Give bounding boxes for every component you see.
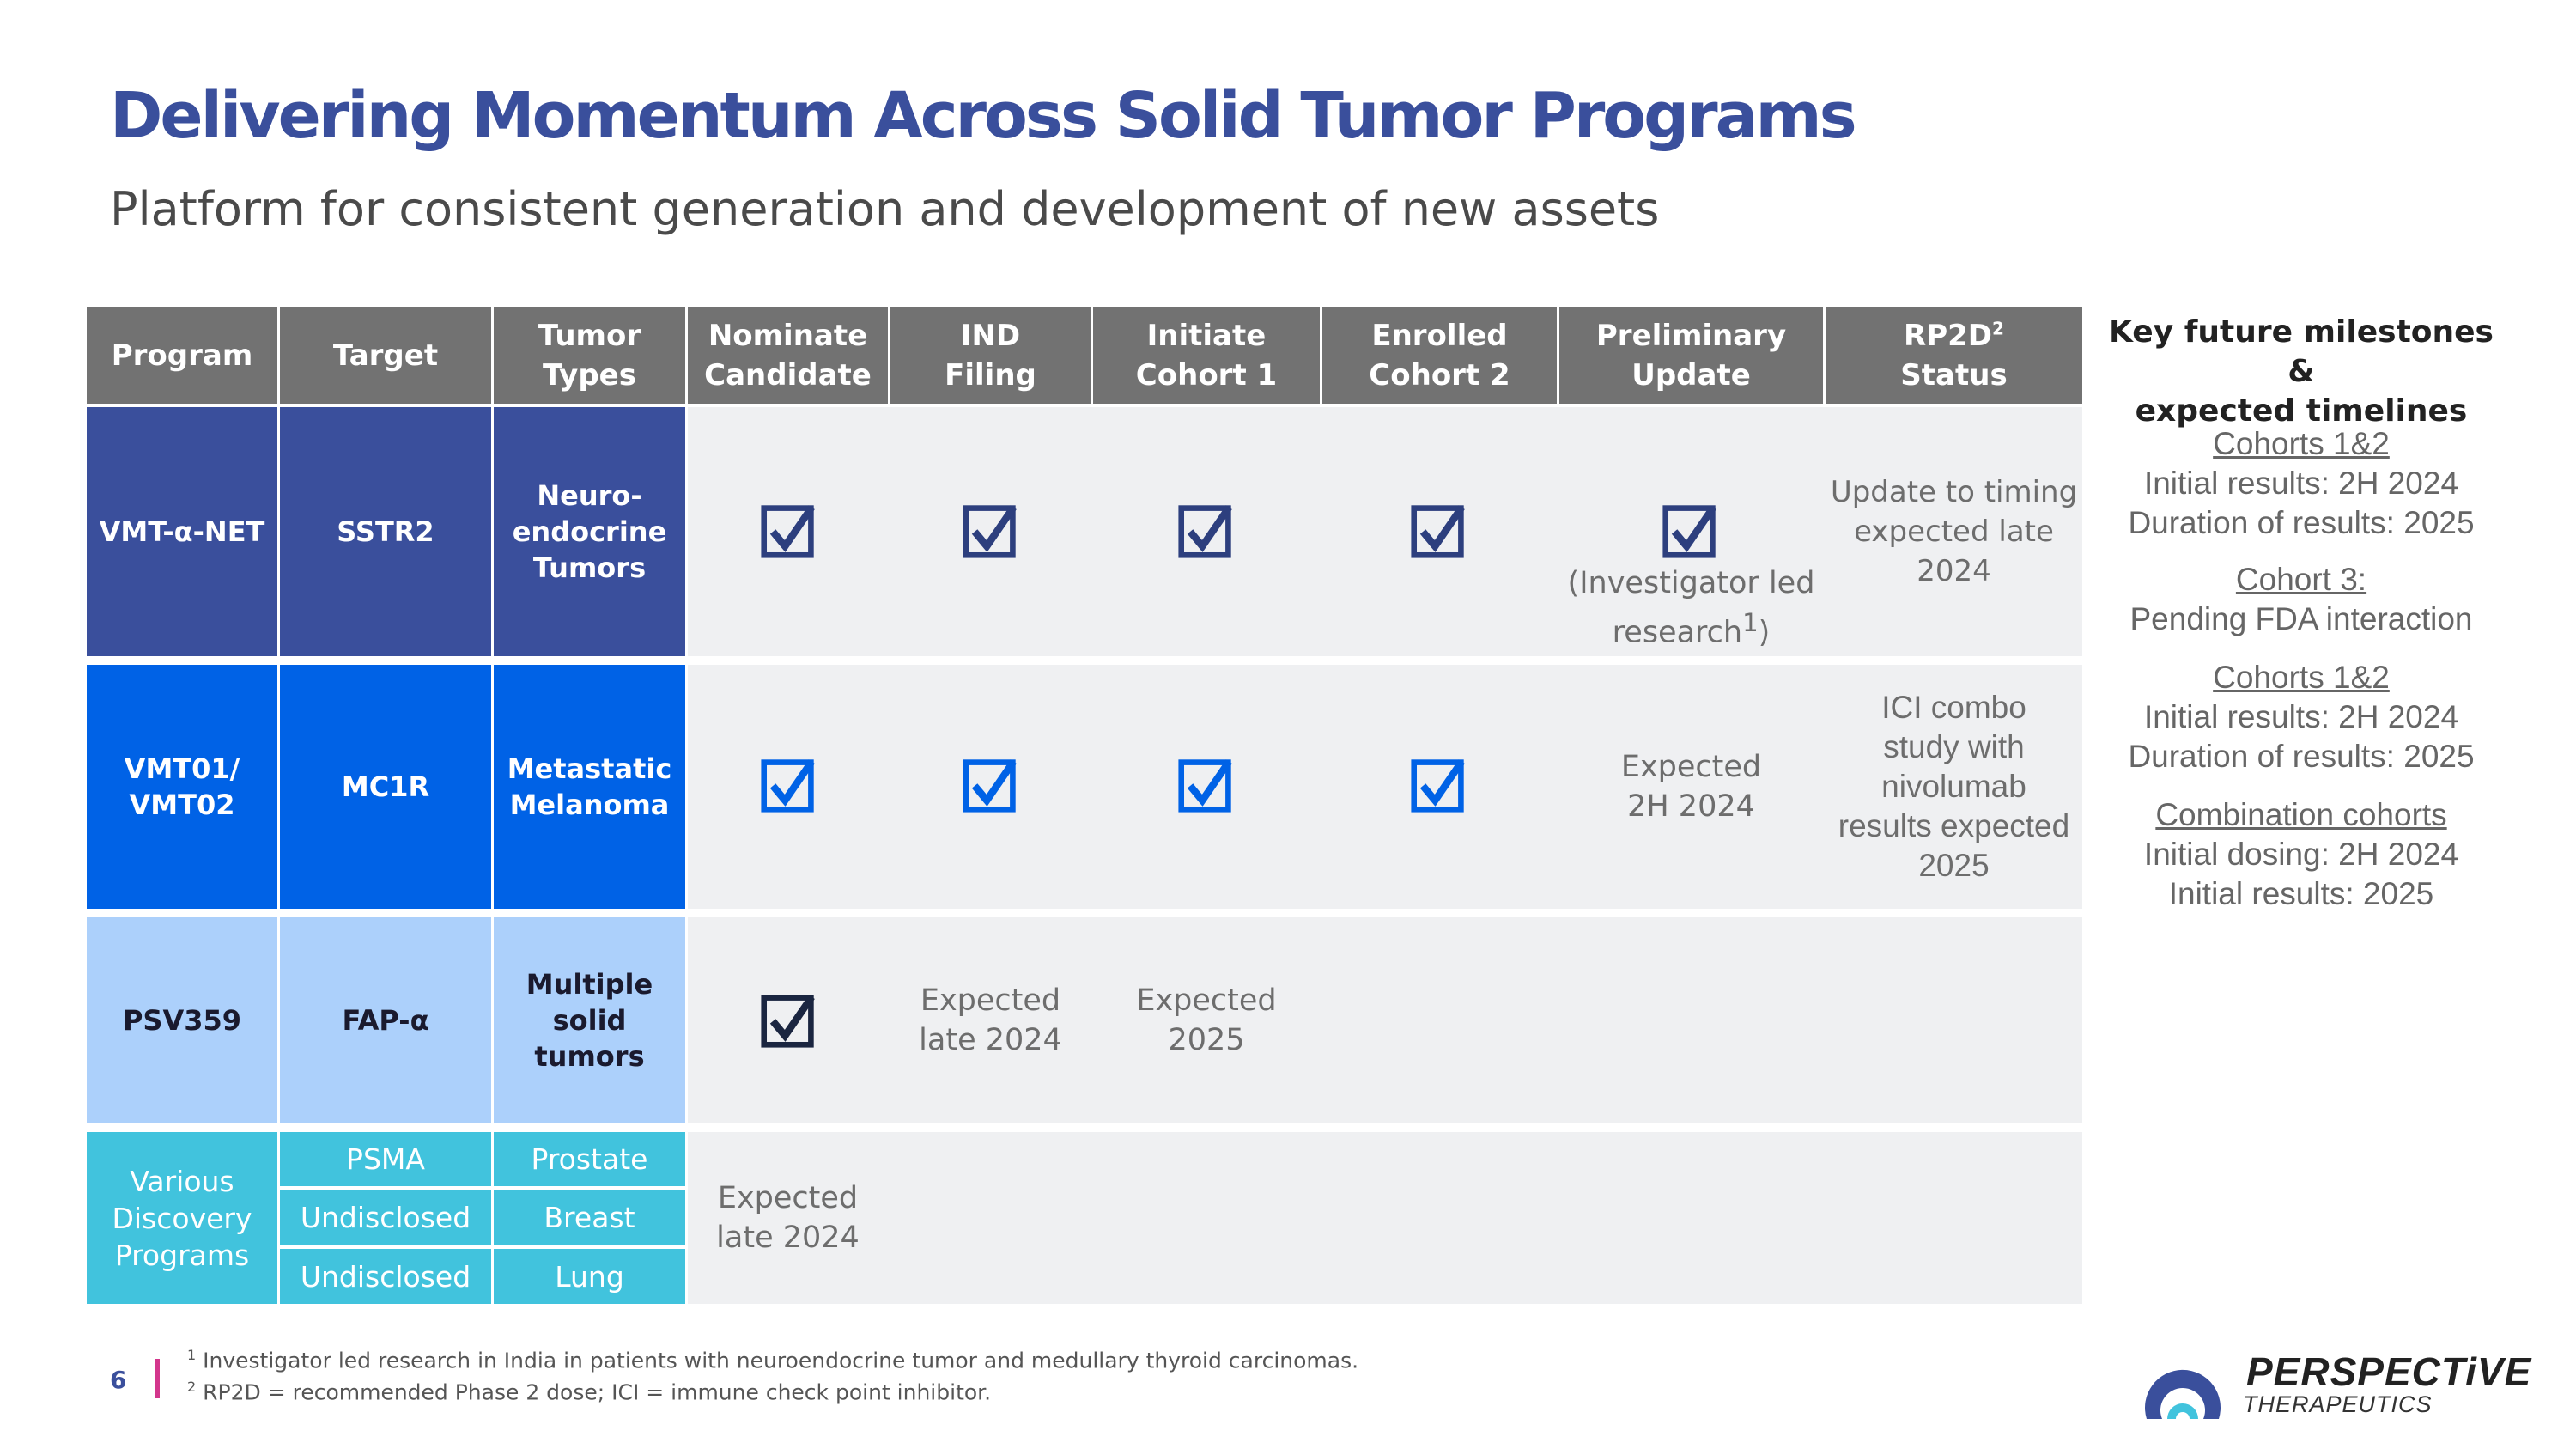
footnotes: 1 Investigator led research in India in … xyxy=(187,1342,1358,1406)
header-target: Target xyxy=(280,307,491,404)
footnote-1-mark: 1 xyxy=(187,1347,197,1363)
row-band-discovery xyxy=(688,1132,2082,1304)
discovery-target-psma: PSMA xyxy=(280,1132,491,1186)
status-vmt01: ICI combo study with nivolumab results e… xyxy=(1838,690,2070,883)
checkbox-checked-icon xyxy=(761,995,815,1048)
ind-psv359: Expected late 2024 xyxy=(919,983,1062,1057)
page-title: Delivering Momentum Across Solid Tumor P… xyxy=(110,79,1857,153)
logo-wordmark: PERSPECTiVE xyxy=(2246,1349,2532,1394)
header-initiate-cohort-1: Initiate Cohort 1 xyxy=(1093,307,1320,404)
tumor-multiple-solid: Multiple solid tumors xyxy=(494,917,685,1123)
milestone-heading: Cohort 3: xyxy=(2235,562,2367,597)
program-vmt-alpha-net: VMT-α-NET xyxy=(87,407,277,656)
milestone-heading: Combination cohorts xyxy=(2155,797,2447,832)
milestone-line: Initial results: 2H 2024 xyxy=(2143,466,2459,501)
tumor-metastatic-melanoma: Metastatic Melanoma xyxy=(494,665,685,909)
row-band-psv359 xyxy=(688,917,2082,1123)
target-fap-alpha: FAP-α xyxy=(280,917,491,1123)
header-nominate-candidate: Nominate Candidate xyxy=(688,307,888,404)
tumor-neuroendocrine: Neuro- endocrine Tumors xyxy=(494,407,685,656)
footnote-2: 2 RP2D = recommended Phase 2 dose; ICI =… xyxy=(187,1373,1358,1405)
header-preliminary-update: Preliminary Update xyxy=(1559,307,1823,404)
footnote-2-mark: 2 xyxy=(187,1379,197,1396)
checkbox-checked-icon xyxy=(761,505,815,558)
milestone-line: Pending FDA interaction xyxy=(2129,601,2473,636)
page-subtitle: Platform for consistent generation and d… xyxy=(110,182,1660,236)
milestone-line: Initial results: 2025 xyxy=(2168,876,2434,911)
target-mc1r: MC1R xyxy=(280,665,491,909)
header-program: Program xyxy=(87,307,277,404)
milestone-line: Initial results: 2H 2024 xyxy=(2143,699,2459,734)
milestone-heading: Cohorts 1&2 xyxy=(2213,426,2390,461)
header-ind-filing: IND Filing xyxy=(890,307,1091,404)
discovery-tumor-breast: Breast xyxy=(494,1190,685,1245)
checkbox-checked-icon xyxy=(1178,505,1232,558)
program-various-discovery: Various Discovery Programs xyxy=(87,1132,277,1304)
nominate-discovery: Expected late 2024 xyxy=(716,1181,860,1255)
checkbox-checked-icon xyxy=(963,759,1017,813)
footnote-1-text: Investigator led research in India in pa… xyxy=(203,1348,1359,1373)
checkbox-checked-icon xyxy=(1411,505,1465,558)
milestones-title: Key future milestones & expected timelin… xyxy=(2109,314,2494,429)
milestone-heading: Cohorts 1&2 xyxy=(2213,660,2390,695)
status-vmt-net: Update to timing expected late 2024 xyxy=(1830,475,2078,588)
page-divider xyxy=(155,1359,160,1398)
checkbox-checked-icon xyxy=(963,505,1017,558)
milestone-line: Duration of results: 2025 xyxy=(2128,739,2475,774)
discovery-tumor-prostate: Prostate xyxy=(494,1132,685,1186)
milestone-line: Initial dosing: 2H 2024 xyxy=(2143,837,2459,872)
discovery-target-undisclosed-lung: Undisclosed xyxy=(280,1249,491,1304)
preliminary-note-footnote-mark: 1 xyxy=(1742,608,1759,637)
logo-icon xyxy=(2145,1369,2221,1419)
preliminary-note-text: (Investigator led research xyxy=(1567,566,1815,650)
discovery-tumor-lung: Lung xyxy=(494,1249,685,1304)
checkbox-checked-icon xyxy=(1662,505,1716,558)
preliminary-vmt01: Expected 2H 2024 xyxy=(1620,750,1762,824)
row-band-vmt-net xyxy=(688,407,2082,656)
header-tumor-types: Tumor Types xyxy=(494,307,685,404)
header-rp2d-label: RP2D xyxy=(1904,319,1993,353)
initiate-psv359: Expected 2025 xyxy=(1136,983,1277,1057)
header-rp2d-footnote-mark: 2 xyxy=(1992,318,2004,339)
header-enrolled-cohort-2: Enrolled Cohort 2 xyxy=(1322,307,1557,404)
header-status-label: Status xyxy=(1900,358,2008,393)
program-vmt01-vmt02: VMT01/ VMT02 xyxy=(87,665,277,909)
header-rp2d-status: RP2D2 Status xyxy=(1826,307,2082,404)
footnote-1: 1 Investigator led research in India in … xyxy=(187,1342,1358,1373)
checkbox-checked-icon xyxy=(761,759,815,813)
milestone-line: Duration of results: 2025 xyxy=(2128,505,2475,540)
logo-tagline: THERAPEUTICS xyxy=(2243,1391,2433,1417)
checkbox-checked-icon xyxy=(1411,759,1465,813)
preliminary-note: (Investigator led research1) xyxy=(1559,563,1823,653)
program-psv359: PSV359 xyxy=(87,917,277,1123)
target-sstr2: SSTR2 xyxy=(280,407,491,656)
preliminary-note-close: ) xyxy=(1758,615,1771,650)
discovery-target-undisclosed-breast: Undisclosed xyxy=(280,1190,491,1245)
page-number: 6 xyxy=(110,1366,127,1394)
checkbox-checked-icon xyxy=(1178,759,1232,813)
footnote-2-text: RP2D = recommended Phase 2 dose; ICI = i… xyxy=(203,1379,992,1405)
row-band-vmt01 xyxy=(688,665,2082,909)
